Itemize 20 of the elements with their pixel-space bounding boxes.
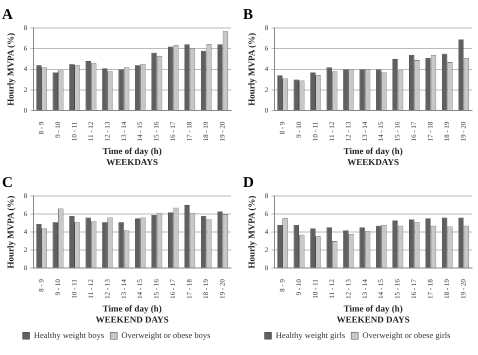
legend-label: Healthy weight girls xyxy=(276,330,346,340)
y-axis-title: Hourly MVPA (%) xyxy=(6,196,16,268)
legend-label: Healthy weight boys xyxy=(34,330,104,340)
text: WEEKEND DAYS xyxy=(96,314,169,324)
legend-label: Overweight or obese girls xyxy=(362,330,450,340)
x-axis-title: Time of day (h) xyxy=(344,146,403,156)
x-axis-title: Time of day (h) xyxy=(102,146,162,156)
text: WEEKEND DAYS xyxy=(336,314,410,324)
chart-title: D xyxy=(243,174,254,191)
text: WEEKDAYS xyxy=(347,156,399,167)
chart-title: B xyxy=(243,6,254,23)
y-axis-title: Hourly MVPA (%) xyxy=(6,32,16,106)
text: WEEKDAYS xyxy=(106,156,158,167)
x-axis-title: Time of day (h) xyxy=(102,304,162,314)
x-axis-title: Time of day (h) xyxy=(344,304,403,314)
y-axis-title: Hourly MVPA (%) xyxy=(246,32,257,106)
y-axis-title: Hourly MVPA (%) xyxy=(246,196,257,268)
chart-title: C xyxy=(2,174,13,191)
legend-label: Overweight or obese boys xyxy=(121,330,210,340)
chart-title: A xyxy=(2,6,13,23)
